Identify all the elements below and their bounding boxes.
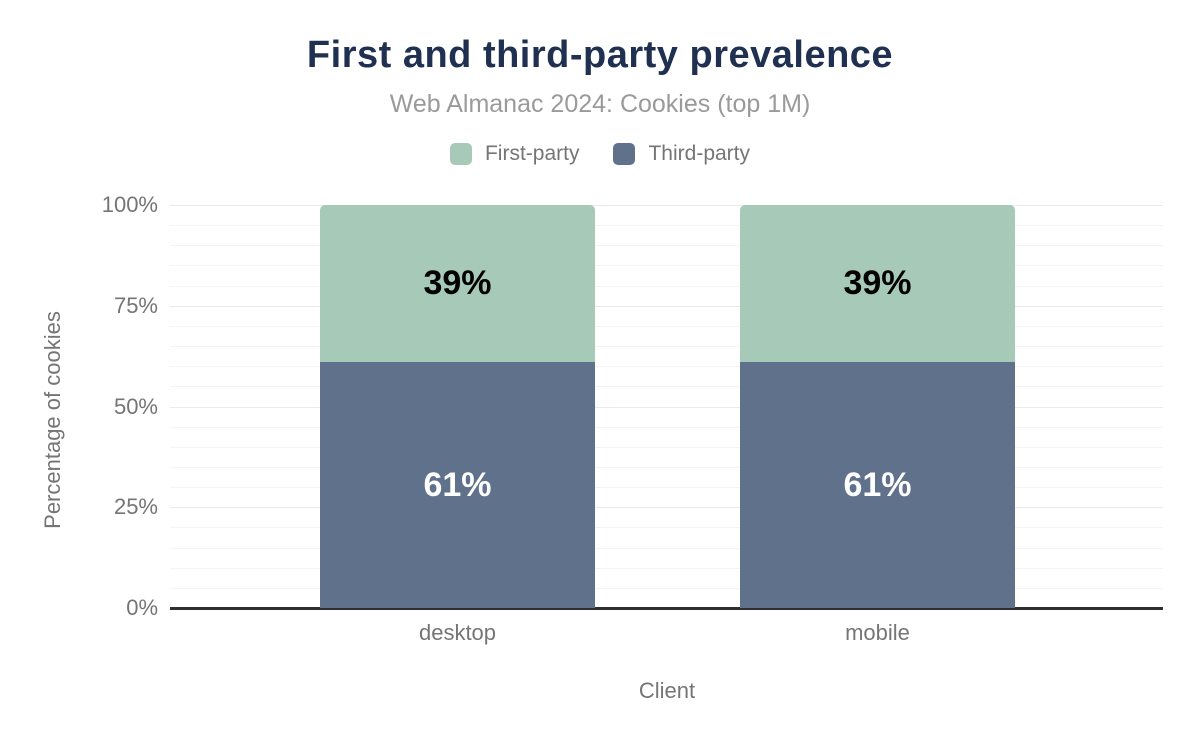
gridline bbox=[170, 225, 1163, 226]
bar-value-label: 39% bbox=[843, 264, 912, 303]
chart-subtitle: Web Almanac 2024: Cookies (top 1M) bbox=[389, 90, 811, 118]
gridline bbox=[170, 507, 1163, 508]
gridline bbox=[170, 447, 1163, 448]
gridline bbox=[170, 407, 1163, 408]
gridline bbox=[170, 366, 1163, 367]
legend-item-first-party[interactable]: First-party bbox=[449, 142, 580, 166]
gridline bbox=[170, 245, 1163, 246]
gridline bbox=[170, 487, 1163, 488]
bar-value-label: 61% bbox=[423, 465, 492, 504]
x-axis-title: Client bbox=[638, 678, 696, 703]
gridline bbox=[170, 205, 1163, 206]
bar-segment-third-party[interactable]: 61% bbox=[320, 362, 595, 608]
y-axis-tick-label: 0% bbox=[126, 595, 158, 620]
legend-item-third-party[interactable]: Third-party bbox=[613, 142, 750, 166]
y-axis-tick-label: 50% bbox=[113, 393, 158, 419]
gridline bbox=[170, 306, 1163, 307]
x-axis-tick-label: desktop bbox=[418, 620, 497, 645]
legend-swatch bbox=[613, 143, 636, 165]
gridline bbox=[170, 386, 1163, 387]
bar-desktop[interactable]: 39% 61% bbox=[320, 205, 595, 608]
bar-mobile[interactable]: 39% 61% bbox=[740, 205, 1015, 608]
gridline bbox=[170, 265, 1163, 266]
plot-area: 39% 61% 39% 61% bbox=[170, 205, 1163, 610]
gridline bbox=[170, 326, 1163, 327]
legend-item-label: Third-party bbox=[648, 142, 751, 165]
y-axis-tick-label: 25% bbox=[113, 494, 158, 520]
legend-item-label: First-party bbox=[484, 142, 580, 165]
bar-value-label: 61% bbox=[843, 465, 912, 504]
gridline bbox=[170, 568, 1163, 569]
gridline bbox=[170, 527, 1163, 528]
gridline bbox=[170, 548, 1163, 549]
chart-title: First and third-party prevalence bbox=[306, 34, 894, 76]
gridline bbox=[170, 427, 1163, 428]
x-axis-tick-label: mobile bbox=[845, 620, 910, 645]
bar-value-label: 39% bbox=[423, 264, 492, 303]
bar-segment-first-party[interactable]: 39% bbox=[740, 205, 1015, 363]
gridline bbox=[170, 588, 1163, 589]
gridline bbox=[170, 286, 1163, 287]
gridline bbox=[170, 467, 1163, 468]
gridline bbox=[170, 346, 1163, 347]
bar-segment-first-party[interactable]: 39% bbox=[320, 205, 595, 363]
legend: First-party Third-party bbox=[0, 142, 1200, 166]
bar-segment-third-party[interactable]: 61% bbox=[740, 362, 1015, 608]
y-axis-tick-label: 100% bbox=[101, 192, 158, 217]
y-axis-tick-label: 75% bbox=[113, 292, 158, 318]
legend-swatch bbox=[449, 143, 472, 165]
x-axis-line bbox=[170, 607, 1163, 610]
